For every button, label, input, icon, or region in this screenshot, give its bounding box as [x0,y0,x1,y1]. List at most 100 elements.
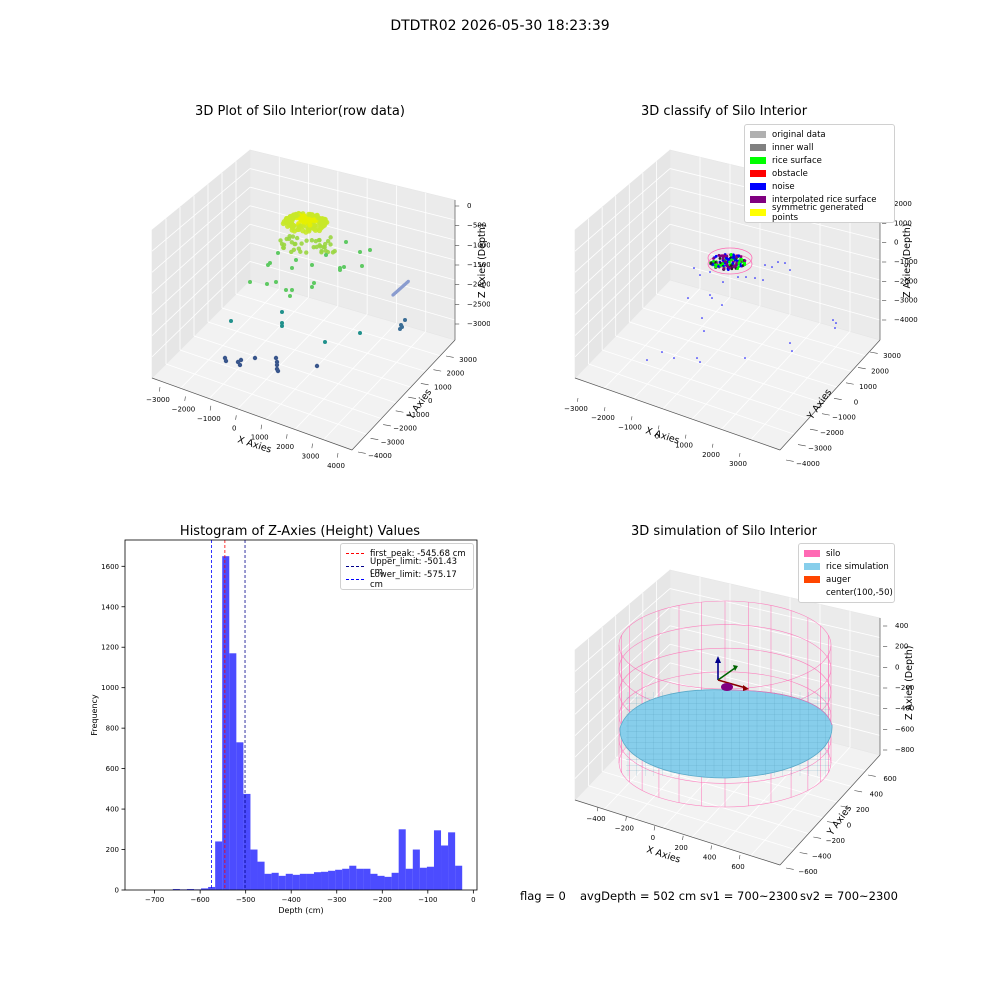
histogram-chart[interactable]: −700 −600 −500 −400 −300 −200 −100 002004006008… [0,0,500,930]
classify-y-tick-mark [858,367,866,368]
classify-x-tick-mark [631,416,632,420]
histogram-bar [370,874,377,890]
simulation-x-tick-mark [739,855,740,859]
histogram-bar [258,862,265,890]
histogram-bar [265,874,272,890]
legend-swatch [750,170,766,177]
simulation-x-tick-label: 400 [703,853,716,861]
classify-x-tick-label: −2000 [591,414,615,422]
data-point [771,266,773,268]
classify-y-tick-mark [786,460,794,461]
simulation-y-tick-label: 0 [847,822,851,830]
legend-entry: inner wall [750,141,889,154]
y-tick-label: 1200 [101,644,119,652]
simulation-z-tick-label: 0 [895,663,899,671]
x-tick-label: −200 [373,896,392,904]
histogram-bar [286,874,293,890]
data-point [762,279,764,281]
legend-swatch [804,576,820,583]
data-point [710,262,713,265]
data-point [673,357,675,359]
status-sv1: sv1 = 700~2300 [700,889,798,903]
status-flag: flag = 0 [520,889,566,903]
classify-x-tick-label: −1000 [618,423,642,431]
legend-entry: noise [750,180,889,193]
status-sv2: sv2 = 700~2300 [800,889,898,903]
histogram-x-ticks: −700 −600 −500 −400 −300 −200 −100 0 [145,890,476,904]
simulation-y-tick-mark [813,837,821,838]
legend-line [346,566,364,567]
x-tick-label: −500 [236,896,255,904]
histogram-bar [356,869,363,890]
data-point [699,361,701,363]
data-point [699,274,701,276]
simulation-y-tick-mark [786,868,794,869]
histogram-bar [349,866,356,890]
simulation-y-tick-label: 200 [856,806,869,814]
simulation-y-tick-label: 600 [883,775,896,783]
data-point [712,260,715,263]
classify-y-tick-mark [810,429,818,430]
classify-x-tick-mark [577,398,578,402]
x-tick-label: −100 [418,896,437,904]
simulation-y-tick-label: −200 [826,837,845,845]
simulation-x-tick-label: −400 [586,815,605,823]
legend-swatch [750,183,766,190]
simulation-x-tick-mark [654,826,655,830]
data-point [722,267,725,270]
data-point [734,259,737,262]
data-point [712,257,715,260]
data-point [737,276,739,278]
simulation-y-tick-label: −400 [812,853,831,861]
histogram-y-ticks: 0 200 400 600 800 1000 1200 1400 1600 [101,563,125,895]
histogram-bar [420,868,427,890]
x-tick-label: −600 [191,896,210,904]
classify-y-tick-label: 1000 [859,383,877,391]
data-point [722,281,724,283]
simulation-y-tick-label: 400 [870,791,883,799]
simulation-z-tick-label: −800 [895,746,914,754]
histogram-bar [392,873,399,890]
histogram-bar [363,869,370,890]
data-point [735,263,738,266]
status-avg-depth: avgDepth = 502 cm [580,889,696,903]
simulation-x-tick-mark [597,807,598,811]
legend-swatch [750,209,766,216]
classify-x-tick-label: −3000 [564,405,588,413]
histogram-bar [399,829,406,890]
data-point [740,258,743,261]
x-tick-label: −300 [327,896,346,904]
y-tick-label: 200 [106,846,119,854]
legend-swatch [804,550,820,557]
classify-legend: original data inner wall rice surface obsta… [744,124,895,223]
classify-y-tick-label: 0 [854,398,858,406]
legend-entry: auger [804,573,889,586]
legend-entry: symmetric generated points [750,206,889,219]
classify-x-label: X Axies [644,425,681,446]
histogram-bar [243,794,250,890]
data-point [730,259,733,262]
data-point [835,322,837,324]
legend-entry: Lower_limit: -575.17 cm [346,573,468,586]
simulation-x-tick-mark [683,836,684,840]
legend-swatch [750,157,766,164]
simulation-y-tick-label: −600 [798,868,817,876]
classify-y-tick-mark [870,352,878,353]
data-point [696,357,698,359]
histogram-frame [125,540,477,890]
legend-label: obstacle [772,169,808,179]
data-point [730,253,733,256]
data-point [727,258,730,261]
data-point [728,260,731,263]
data-point [745,276,747,278]
histogram-bar [293,875,300,890]
classify-plot-title: 3D classify of Silo Interior [574,104,874,119]
y-tick-label: 800 [106,725,119,733]
histogram-bar [222,556,229,890]
data-point [731,262,734,265]
classify-y-tick-mark [834,398,842,399]
legend-label: original data [772,130,826,140]
histogram-bar [321,872,328,890]
legend-swatch [750,196,766,203]
